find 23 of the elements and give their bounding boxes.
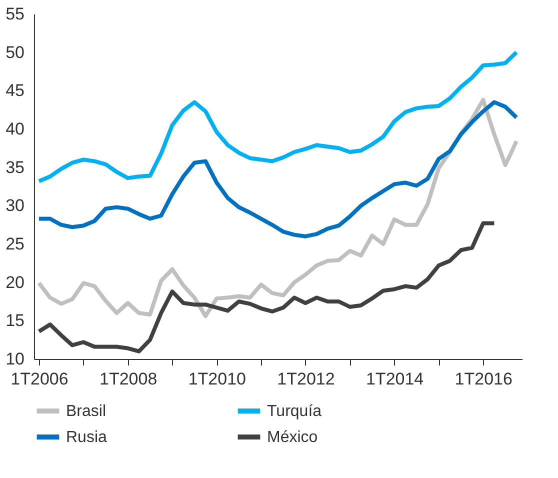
line-series	[36, 98, 518, 318]
x-tick-label: 1T2006	[10, 370, 68, 388]
y-tick-label: 20	[6, 272, 24, 292]
x-tick-label: 1T2010	[188, 370, 246, 388]
legend-label: Turquía	[267, 403, 322, 420]
line-series	[36, 221, 496, 354]
legend-label: Rusia	[66, 429, 108, 446]
y-tick-label: 55	[6, 4, 24, 24]
y-tick-label: 10	[6, 350, 24, 368]
x-tick-label: 1T2012	[277, 370, 335, 388]
x-tick-label: 1T2008	[99, 370, 158, 388]
y-tick-label: 25	[6, 234, 24, 254]
legend-label: Brasil	[66, 403, 106, 420]
legend-label: México	[267, 429, 318, 446]
y-tick-label: 50	[6, 42, 24, 62]
y-tick-label: 45	[6, 81, 24, 100]
y-tick-label: 15	[6, 311, 24, 330]
line-series	[36, 50, 518, 184]
y-tick-label: 30	[6, 196, 24, 216]
x-tick-label: 1T2016	[454, 370, 512, 388]
x-tick-label: 1T2014	[366, 370, 424, 388]
y-tick-label: 40	[6, 120, 24, 138]
y-tick-label: 35	[6, 158, 24, 177]
